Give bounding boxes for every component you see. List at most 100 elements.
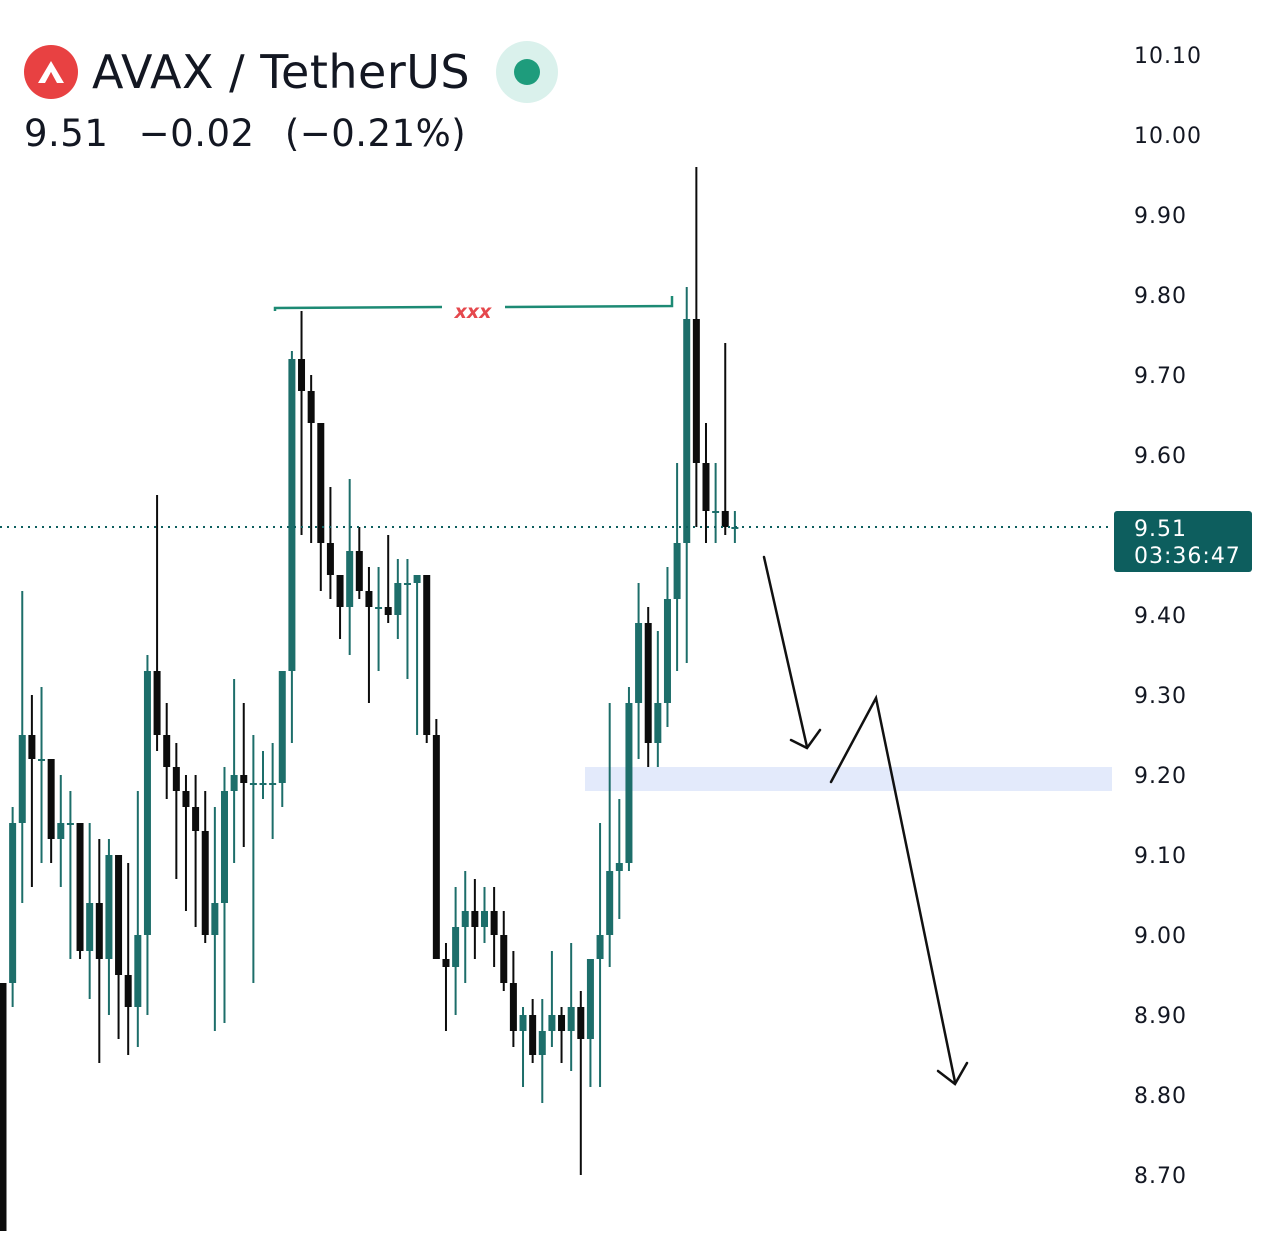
candle: [230, 679, 238, 863]
candle-body: [0, 983, 7, 1231]
y-tick-label: 9.10: [1134, 844, 1187, 869]
price-change: −0.02: [138, 112, 255, 155]
candle-body: [663, 599, 671, 703]
candle-body: [240, 775, 248, 783]
candle: [38, 687, 46, 863]
candle-body: [635, 623, 643, 703]
candle: [442, 943, 450, 1031]
candle-body: [317, 423, 325, 543]
candle-body: [28, 735, 36, 759]
candle: [105, 839, 113, 1015]
candle-body: [124, 975, 132, 1007]
candle-body: [442, 959, 450, 967]
y-tick-label: 8.90: [1134, 1004, 1187, 1029]
candle: [558, 1007, 566, 1063]
candle: [365, 567, 373, 703]
candle-body: [355, 551, 363, 591]
candle: [0, 983, 7, 1231]
candle: [394, 559, 402, 639]
candle-body: [625, 703, 633, 863]
candle: [220, 767, 228, 1023]
candle: [269, 743, 277, 839]
candle: [182, 775, 190, 911]
price-change-percent: (−0.21%): [284, 112, 467, 155]
candle-body: [95, 903, 103, 959]
candle-body: [163, 735, 171, 767]
candle: [577, 991, 585, 1175]
y-tick-label: 8.80: [1134, 1084, 1187, 1109]
candle-body: [567, 1007, 575, 1031]
candle-body: [143, 671, 151, 935]
first-down-arrow: [762, 555, 809, 749]
candle-body: [182, 791, 190, 807]
candle: [635, 583, 643, 759]
candle: [481, 887, 488, 943]
candle-body: [673, 543, 681, 599]
candle: [288, 351, 296, 743]
candle: [586, 959, 594, 1087]
candle: [663, 567, 671, 727]
y-tick-label: 9.00: [1134, 924, 1187, 949]
candle-body: [644, 623, 652, 743]
candle: [471, 879, 479, 959]
candle: [615, 799, 623, 919]
candle-body: [9, 823, 17, 983]
candle: [538, 999, 546, 1103]
candle-body: [548, 1015, 556, 1031]
candle: [452, 887, 460, 1015]
candle: [86, 823, 94, 999]
symbol-pair[interactable]: AVAX / TetherUS: [92, 45, 471, 99]
projection-arrows: [762, 555, 969, 1086]
retest-path: [829, 694, 957, 1084]
candle-body: [586, 959, 594, 1039]
y-tick-label: 9.80: [1134, 284, 1187, 309]
candle: [519, 1007, 527, 1087]
symbol-header: AVAX / TetherUS 9.51 −0.02 (−0.21%): [24, 40, 559, 155]
y-tick-label: 9.60: [1134, 444, 1187, 469]
candle: [95, 839, 103, 1063]
candle: [355, 527, 363, 599]
candle-body: [702, 463, 710, 511]
candle: [606, 703, 614, 967]
last-price: 9.51: [24, 112, 109, 155]
candle: [683, 287, 691, 663]
candle-body: [423, 575, 431, 735]
candle: [529, 999, 537, 1063]
candle-body: [519, 1015, 527, 1031]
candle: [134, 791, 142, 1047]
candle-body: [538, 1031, 546, 1055]
candle: [548, 951, 556, 1047]
price-summary: 9.51 −0.02 (−0.21%): [24, 112, 558, 155]
candle: [490, 887, 498, 967]
candle-body: [269, 783, 277, 785]
price-axis: 10.10 10.00 9.90 9.80 9.70 9.60 9.40 9.30 9.20 9.…: [1134, 44, 1201, 1189]
candle-body: [481, 911, 488, 927]
candle-body: [615, 863, 623, 871]
candle: [644, 607, 652, 767]
y-tick-label: 9.70: [1134, 364, 1187, 389]
candle: [153, 495, 161, 751]
candle-body: [731, 527, 739, 529]
candle-body: [394, 583, 402, 615]
candle-body: [500, 935, 508, 983]
candle-body: [606, 871, 614, 935]
candle: [307, 375, 315, 543]
candle-body: [596, 935, 604, 959]
candle-body: [47, 759, 55, 839]
candle: [413, 575, 421, 735]
avalanche-logo-icon: [24, 45, 78, 99]
candle-body: [346, 551, 354, 607]
candle-body: [375, 607, 383, 609]
candle-body: [461, 911, 469, 927]
candle-body: [201, 831, 209, 935]
candle-body: [471, 911, 479, 927]
candle: [259, 751, 267, 799]
candle-body: [249, 783, 257, 785]
candle-body: [192, 807, 200, 831]
demand-zone: [585, 767, 1112, 791]
candle-body: [577, 1007, 585, 1039]
candle: [66, 791, 74, 959]
candle-body: [384, 607, 392, 615]
candle-body: [38, 759, 46, 761]
candle: [712, 463, 720, 543]
